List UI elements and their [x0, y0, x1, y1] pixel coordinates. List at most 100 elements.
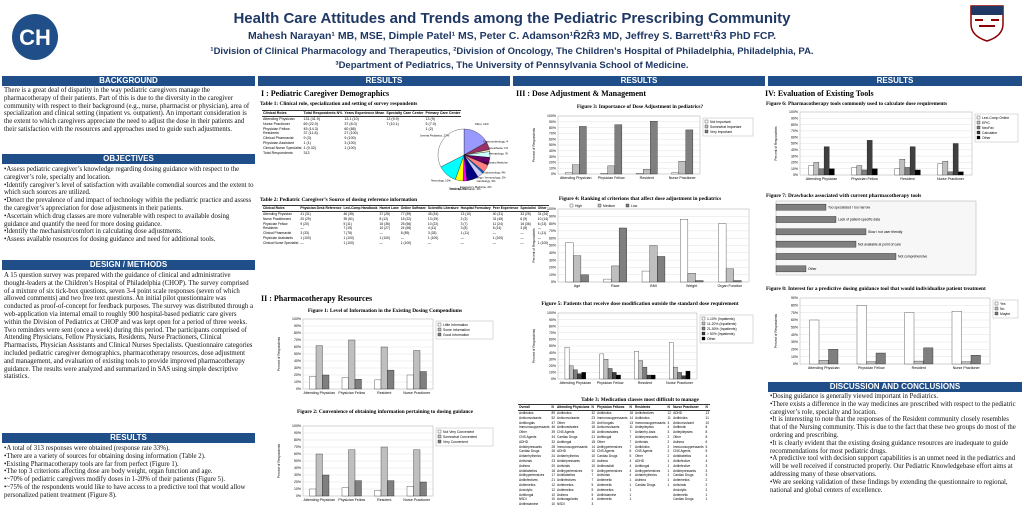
legend-label: Other	[982, 136, 991, 140]
table3-row: Antihypertensives 17 Antidiabetics 7 Antivir…	[518, 473, 710, 478]
table2-cell: 1 (11)	[537, 231, 547, 236]
table3-cell: Antifungal	[597, 435, 612, 440]
table3-row: Antifungals 47 Other 20 Anti fungals 13 Immuno…	[518, 420, 710, 425]
table3-cell: 2	[667, 435, 670, 440]
table3-cell: Antihypertensives	[557, 468, 583, 473]
table3-cell: Asthma	[673, 439, 684, 444]
table3-cell: 3	[705, 473, 708, 478]
discussion-item: •It is interesting to note that the resp…	[770, 416, 1016, 439]
figure6-caption: Figure 6: Pharmacotherapy tools commonly…	[766, 101, 948, 107]
bar	[406, 374, 414, 390]
table2-cell: 10 (27)	[379, 226, 390, 231]
table2-cell: —	[400, 236, 405, 241]
table3-cell: 12	[551, 487, 556, 492]
x-tick-label: Age	[574, 284, 580, 288]
table3-row: Antivirals 23 Antidepressants 10 Asthma 4 ADHD…	[518, 459, 710, 464]
table3-cell: 1	[667, 478, 670, 483]
figure5-chart: 0% 10% 20% 30% 40% 50% 60% 70% 80% 90% 100% Percent…	[532, 311, 754, 385]
table3-cell: Antivirals	[635, 439, 648, 444]
y-axis-label: Percent of Respondents	[532, 328, 536, 363]
table3-cell: 7	[629, 435, 632, 440]
table1-cell: 131 (41.9)	[303, 117, 320, 122]
table3-cell: 18	[629, 411, 634, 416]
table2-cell: 1 (100)	[400, 240, 412, 245]
y-tick-label: 70%	[549, 132, 556, 136]
legend-label: Calculator	[982, 131, 998, 135]
table2-cell: 1 (100)	[492, 236, 504, 241]
y-tick-label: 100%	[547, 311, 556, 315]
table2-cell: 8 (12)	[379, 216, 389, 221]
result-item: •A total of 313 responses were obtained …	[4, 445, 170, 452]
table1-cell: Clinical Nurse Specialist	[263, 145, 302, 150]
table3-cell: 5	[591, 483, 594, 488]
table3-row: Immunosuppressants 46 Antiinvasivates 18 Ant…	[518, 425, 710, 430]
y-tick-label: 70%	[294, 338, 301, 342]
table3-row: Anxiolytic 12 Antiemetics 5 Antiemetics 1 Anxi…	[518, 488, 710, 493]
table1-cell: 313	[303, 150, 310, 155]
table2-cell: 31 (45)	[492, 216, 504, 221]
table3-cell: Cardiac Drugs	[557, 435, 578, 440]
section-demographics-title: I : Pediatric Caregiver Demographics	[261, 89, 390, 98]
table1-row: Nurse Practioner 69 (22.0) 37 (8.0) 7 (10.1…	[262, 122, 461, 127]
legend-label: Not Important	[710, 120, 731, 124]
table3-cell: 52	[551, 415, 556, 420]
result-item: •There are a variety of sources for obta…	[4, 452, 206, 460]
table2-cell: 20 (29)	[300, 216, 311, 221]
table3-cell	[672, 502, 704, 507]
legend-swatch	[625, 203, 630, 208]
table3-cell: Antiarrhythmics	[519, 454, 541, 459]
legend-swatch	[437, 434, 442, 439]
bar	[958, 171, 964, 176]
bar	[680, 219, 689, 283]
pie-label: Other Specialization, 2%	[450, 187, 481, 191]
table3-cell: 46	[551, 425, 556, 430]
table2-cell: 10 (14)	[537, 216, 549, 221]
x-tick-label: Resident	[377, 391, 391, 395]
table3-cell: Antihypertensives	[597, 444, 623, 449]
objective-item: •Identify the mechanism/comfort in calcu…	[4, 228, 183, 236]
discussion-item: •It is clearly evident that the existing…	[770, 439, 1009, 455]
y-tick-label: 100%	[292, 317, 301, 321]
table3-cell: 14	[591, 444, 595, 449]
table2-reference-sources: Clinical Roles Physician Desk Reference Le…	[262, 205, 550, 245]
table2-cell: 3 (8)	[520, 226, 528, 231]
bar	[942, 160, 949, 176]
bar	[894, 168, 900, 176]
legend-swatch	[976, 120, 981, 125]
table3-cell: 7	[629, 444, 632, 449]
bar	[413, 449, 421, 497]
y-tick-label: 0%	[296, 387, 301, 391]
bar	[635, 173, 644, 175]
table2-cell: 16 (36)	[520, 221, 531, 226]
y-tick-label: 0%	[793, 173, 798, 177]
y-tick-label: 70%	[791, 129, 798, 133]
bar	[851, 167, 857, 176]
table2-row: Nurse Practitioners 20 (29) 35 (51) 8 (12) 1…	[262, 217, 549, 222]
table2-cell: 6 (9)	[520, 216, 528, 221]
table3-cell: 10	[591, 454, 595, 459]
table3-cell: Antiemetics	[557, 487, 574, 492]
table3-cell: Antihistamine	[519, 502, 539, 507]
table2-cell: 13 (19)	[427, 216, 439, 221]
legend-label: 11-20% (Inpatients)	[707, 322, 736, 326]
table2-cell: —	[492, 240, 496, 245]
x-tick-label: Resident	[638, 381, 652, 385]
table3-cell: 1	[667, 459, 670, 464]
bar	[374, 379, 382, 390]
results-heading-col2: RESULTS	[258, 76, 510, 86]
bar	[947, 171, 954, 176]
y-tick-label: 30%	[791, 154, 798, 158]
table2-cell: 33 (25)	[520, 212, 531, 217]
y-tick-label: 90%	[549, 318, 556, 322]
x-tick-label: Physician Fellow	[858, 366, 885, 370]
legend-label: NeoFax	[982, 126, 994, 130]
bar	[603, 278, 612, 283]
table3-cell: 12	[667, 411, 672, 416]
x-tick-label: Resident	[912, 366, 926, 370]
table3-cell: Immunosuppressants	[635, 420, 666, 425]
table1-cell: Nurse Practioner	[263, 121, 290, 126]
table1-cell: 3 (100)	[344, 141, 356, 146]
table3-cell: 1	[629, 483, 632, 488]
x-tick-label: Physician Fellow	[597, 381, 624, 385]
bar	[618, 227, 627, 283]
